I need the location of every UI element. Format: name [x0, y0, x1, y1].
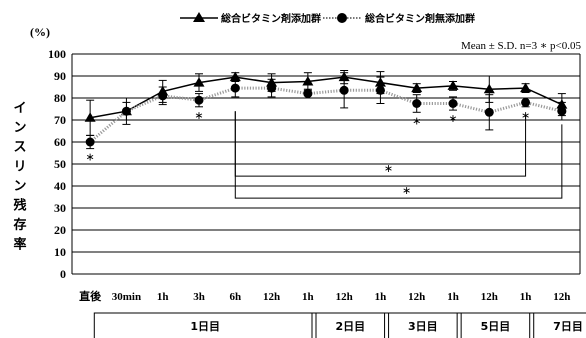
bracket-star-2: ∗	[402, 185, 411, 197]
data-point-triangle	[447, 80, 459, 90]
y-tick-60: 60	[54, 135, 66, 149]
day-groups: 1日目 2日目 3日目 5日目 7日目	[93, 312, 586, 338]
day-group-box	[93, 312, 317, 338]
day-group-label: 1日目	[190, 320, 220, 333]
x-tick: 1h	[520, 291, 532, 303]
data-point-circle	[230, 83, 240, 93]
data-point-circle	[85, 137, 95, 147]
significance-star: ∗	[521, 110, 530, 122]
day-group-box	[384, 312, 462, 338]
x-tick: 1h	[302, 291, 314, 303]
data-point-circle	[267, 83, 277, 93]
significance-star: ∗	[194, 110, 203, 122]
data-point-circle	[448, 99, 458, 108]
legend-marker-triangle	[193, 12, 205, 22]
data-point-circle	[412, 99, 422, 108]
data-point-circle	[375, 85, 385, 95]
data-point-triangle	[520, 82, 532, 93]
day-group-label: 2日目	[335, 320, 365, 333]
data-point-circle	[339, 85, 349, 95]
x-axis-ticks: 直後 30min 1h 3h 6h 12h 1h 12h 1h 12h 1h 12h 1h 12h	[79, 289, 570, 303]
day-group-box	[456, 312, 535, 338]
x-tick: 12h	[408, 291, 425, 303]
x-tick: 3h	[193, 291, 205, 303]
data-point-triangle	[411, 82, 423, 93]
y-label-char: リ	[13, 160, 26, 175]
y-label-char: ス	[13, 140, 26, 155]
legend-label-circle: 総合ビタミン剤無添加群	[365, 12, 475, 25]
y-label-char: 存	[13, 217, 26, 233]
day-group-label: 7日目	[553, 320, 583, 333]
y-tick-30: 30	[54, 201, 66, 215]
x-tick: 1h	[375, 291, 387, 303]
data-point-circle	[158, 91, 168, 101]
series-triangle	[84, 70, 568, 136]
legend-label-triangle: 総合ビタミン剤添加群	[221, 12, 321, 25]
y-tick-70: 70	[54, 113, 66, 127]
series-circle	[85, 72, 567, 150]
data-point-triangle	[229, 71, 241, 82]
data-point-circle	[194, 95, 204, 105]
data-point-triangle	[193, 77, 205, 87]
y-axis-ticks: 0 10 20 30 40 50 60 70 80 90 100	[48, 47, 66, 281]
y-label-char: ン	[13, 121, 26, 136]
significance-bracket-1	[234, 111, 527, 177]
unit-label: (%)	[30, 25, 50, 39]
y-label-char: イ	[13, 101, 26, 116]
y-tick-10: 10	[54, 245, 66, 259]
day-group-label: 3日目	[408, 320, 438, 333]
series-line-triangle	[90, 76, 563, 119]
y-tick-20: 20	[54, 223, 66, 237]
y-label-char: 残	[13, 198, 26, 214]
x-tick: 6h	[229, 291, 241, 303]
significance-star: ∗	[448, 113, 457, 125]
data-point-circle	[121, 106, 131, 116]
significance-star: ∗	[86, 152, 95, 164]
y-tick-100: 100	[48, 47, 66, 61]
x-tick: 12h	[336, 291, 353, 303]
y-tick-40: 40	[54, 179, 66, 193]
x-tick: 30min	[112, 291, 141, 303]
y-label-char: ン	[13, 179, 26, 194]
series-line-circle	[89, 86, 563, 144]
data-point-circle	[484, 107, 494, 117]
x-tick: 1h	[447, 291, 459, 303]
series: ∗ ∗ ∗ ∗ ∗	[84, 70, 568, 164]
x-tick: 12h	[553, 291, 570, 303]
y-tick-90: 90	[54, 69, 66, 83]
legend-marker-circle	[337, 13, 347, 23]
data-point-triangle	[84, 112, 96, 122]
data-point-circle	[303, 89, 313, 99]
bracket-star-1: ∗	[384, 163, 393, 175]
significance-star: ∗	[412, 115, 421, 127]
y-label-char: 率	[13, 237, 26, 253]
y-tick-50: 50	[54, 157, 66, 171]
significance-bracket-2	[234, 111, 563, 199]
y-tick-0: 0	[60, 267, 66, 281]
x-tick: 1h	[157, 291, 169, 303]
grid	[71, 53, 581, 275]
data-point-triangle	[302, 76, 314, 86]
data-point-triangle	[483, 83, 495, 94]
legend: 総合ビタミン剤添加群 総合ビタミン剤無添加群	[180, 12, 475, 25]
significance-brackets: ∗∗	[234, 111, 563, 199]
day-group-box	[529, 312, 586, 338]
day-group-box	[311, 312, 390, 338]
x-tick: 直後	[79, 289, 102, 303]
data-point-circle	[557, 106, 567, 116]
x-tick: 12h	[481, 291, 498, 303]
day-group-label: 5日目	[481, 320, 511, 333]
x-tick: 12h	[263, 291, 280, 303]
data-point-circle	[521, 97, 531, 107]
y-tick-80: 80	[54, 91, 66, 105]
stat-note: Mean ± S.D. n=3 ∗ p<0.05	[461, 40, 582, 52]
